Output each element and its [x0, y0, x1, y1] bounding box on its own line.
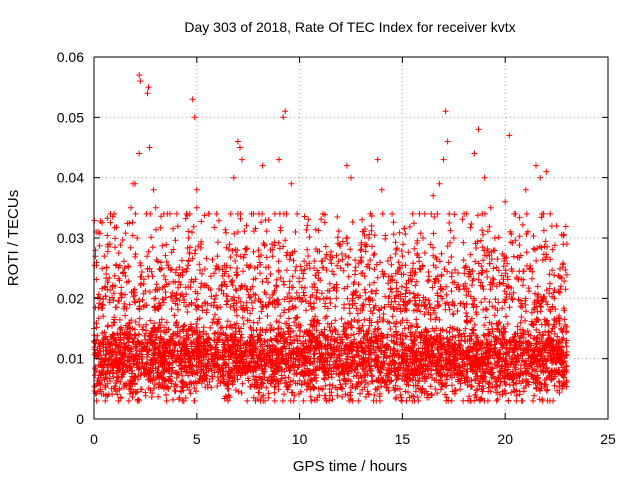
x-axis-title: GPS time / hours — [293, 458, 407, 475]
y-tick-label: 0.06 — [57, 49, 84, 65]
chart-title: Day 303 of 2018, Rate Of TEC Index for r… — [184, 19, 515, 35]
y-tick-label: 0.01 — [57, 351, 84, 367]
x-tick-label: 25 — [600, 431, 616, 447]
y-tick-label: 0.05 — [57, 109, 84, 125]
y-tick-label: 0.03 — [57, 230, 84, 246]
x-tick-label: 10 — [292, 431, 308, 447]
x-tick-label: 0 — [90, 431, 98, 447]
data-points — [91, 72, 570, 404]
x-tick-label: 15 — [395, 431, 411, 447]
roti-points — [91, 72, 570, 404]
y-tick-label: 0.02 — [57, 290, 84, 306]
x-tick-label: 5 — [193, 431, 201, 447]
y-tick-label: 0 — [76, 411, 84, 427]
y-tick-label: 0.04 — [57, 170, 84, 186]
axis-ticks: 0 0.01 0.02 0.03 0.04 0.05 0.06 0 5 10 15 20 25 — [57, 49, 616, 447]
y-axis-title: ROTI / TECUs — [5, 190, 22, 286]
x-tick-label: 20 — [497, 431, 513, 447]
